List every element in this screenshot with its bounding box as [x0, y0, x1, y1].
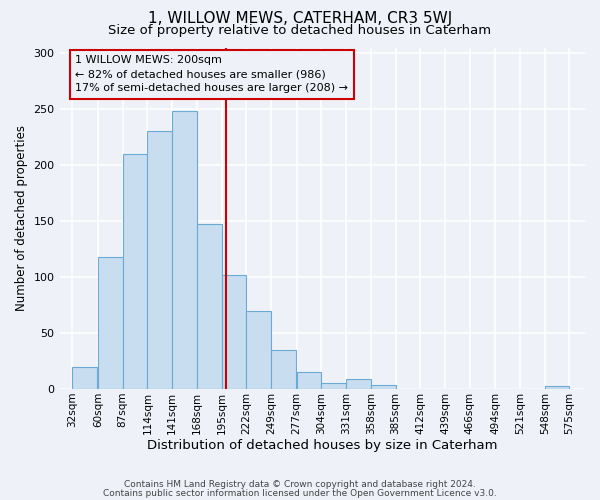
Bar: [123, 154, 148, 389]
Bar: [545, 386, 569, 389]
Bar: [172, 112, 197, 389]
Bar: [73, 366, 97, 389]
Bar: [371, 384, 395, 389]
X-axis label: Distribution of detached houses by size in Caterham: Distribution of detached houses by size …: [147, 440, 497, 452]
Text: 1 WILLOW MEWS: 200sqm
← 82% of detached houses are smaller (986)
17% of semi-det: 1 WILLOW MEWS: 200sqm ← 82% of detached …: [75, 56, 348, 94]
Bar: [197, 224, 221, 389]
Text: Contains HM Land Registry data © Crown copyright and database right 2024.: Contains HM Land Registry data © Crown c…: [124, 480, 476, 489]
Text: Size of property relative to detached houses in Caterham: Size of property relative to detached ho…: [109, 24, 491, 37]
Bar: [148, 132, 172, 389]
Bar: [271, 350, 296, 389]
Y-axis label: Number of detached properties: Number of detached properties: [15, 126, 28, 312]
Bar: [322, 384, 346, 389]
Bar: [98, 257, 123, 389]
Text: 1, WILLOW MEWS, CATERHAM, CR3 5WJ: 1, WILLOW MEWS, CATERHAM, CR3 5WJ: [148, 11, 452, 26]
Bar: [296, 372, 322, 389]
Bar: [221, 275, 246, 389]
Text: Contains public sector information licensed under the Open Government Licence v3: Contains public sector information licen…: [103, 488, 497, 498]
Bar: [246, 310, 271, 389]
Bar: [346, 379, 371, 389]
